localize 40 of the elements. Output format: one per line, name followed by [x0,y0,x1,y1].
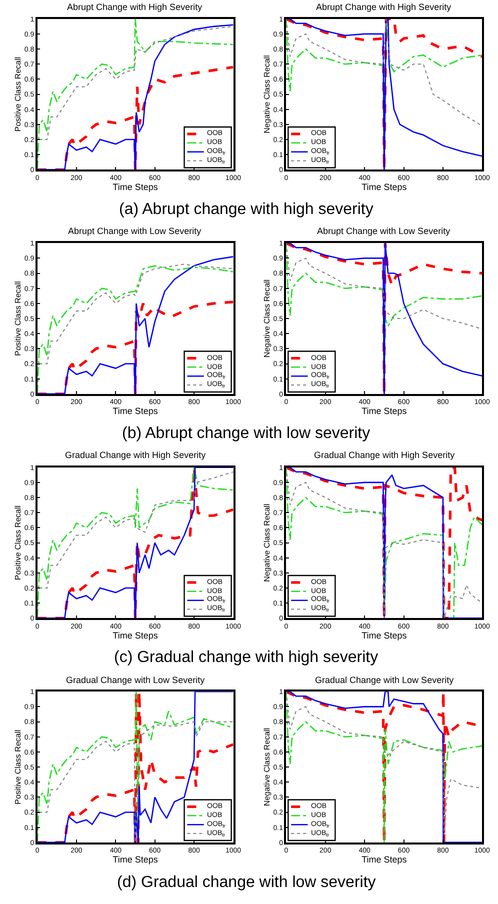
text: (b) Abrupt change with low severity [122,425,370,442]
line-series [38,264,234,364]
line-series [37,300,234,394]
chart-title: Gradual Change with High Severity [65,450,206,460]
x-axis-title: Time Steps [112,406,158,416]
line-series [37,467,234,618]
chart-title: Abrupt Change with Low Severity [317,226,451,236]
x-axis-title: Time Steps [362,630,408,640]
chart-title: Gradual Change with Low Severity [315,675,454,685]
chart-title: Gradual Change with High Severity [314,450,456,460]
x-axis-title: Time Steps [112,182,158,192]
y-axis-title: Positive Class Recall [14,729,23,804]
chart-title: Abrupt Change with High Severity [316,2,452,12]
chart-title: Gradual Change with Low Severity [66,675,206,685]
line-series [286,18,482,170]
line-series [38,721,234,842]
text: (c) Gradual change with high severity [114,649,378,666]
y-axis-title: Negative Class Recall [262,279,272,358]
text: (a) Abrupt change with high severity [119,201,374,218]
y-axis-title: Positive Class Recall [14,280,23,356]
line-series [38,26,234,140]
x-axis-title: Time Steps [362,406,408,416]
line-series [37,692,234,842]
y-axis-title: Negative Class Recall [262,728,272,806]
x-axis-title: Time Steps [362,854,408,865]
line-series [38,471,234,589]
x-axis-title: Time Steps [362,182,408,192]
y-axis-title: Positive Class Recall [14,505,23,580]
y-axis-title: Negative Class Recall [262,503,272,582]
line-series [286,467,482,618]
line-series [286,18,482,126]
line-series [286,243,482,394]
text: (d) Gradual change with low severity [117,874,376,891]
x-axis-title: Time Steps [112,630,158,640]
line-series [37,66,234,170]
chart-title: Abrupt Change with High Severity [67,2,203,12]
chart-title: Abrupt Change with Low Severity [68,226,202,236]
y-axis-title: Negative Class Recall [262,54,272,134]
x-axis-title: Time Steps [112,854,158,865]
y-axis-title: Positive Class Recall [14,56,23,132]
